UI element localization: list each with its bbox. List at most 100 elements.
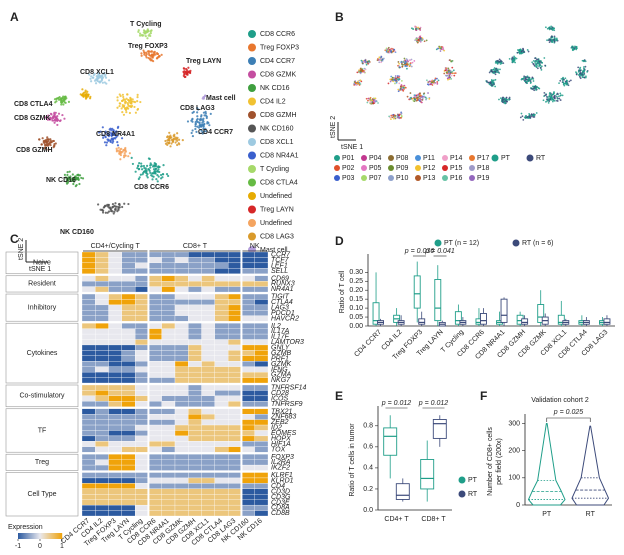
cell-dot (202, 125, 205, 128)
cell-dot (448, 59, 451, 61)
heat-cell (121, 454, 136, 460)
cell-dot (370, 99, 373, 101)
legend-marker (334, 175, 340, 181)
heat-cell (148, 275, 162, 282)
cell-dot (583, 66, 585, 68)
cell-dot (49, 143, 52, 147)
heat-cell (227, 366, 242, 373)
heat-cell (134, 361, 149, 367)
heat-cell (188, 323, 202, 329)
heat-cell (188, 390, 202, 397)
heat-cell (81, 435, 96, 442)
heat-cell (134, 275, 149, 282)
heat-cell (148, 333, 162, 340)
legend-label: P03 (342, 175, 355, 182)
cell-dot (124, 108, 128, 112)
cell-dot (555, 95, 558, 98)
cell-dot (101, 209, 104, 212)
cell-dot (48, 118, 51, 121)
cell-dot (152, 60, 155, 63)
cell-dot (68, 170, 71, 173)
cell-dot (532, 87, 535, 90)
gene-label: CD3D (271, 488, 290, 495)
heat-cell (134, 286, 149, 293)
cell-dot (419, 35, 421, 38)
heat-cell (254, 499, 269, 506)
cell-dot (144, 32, 147, 35)
heat-cell (254, 275, 269, 282)
heat-cell (81, 441, 96, 447)
heat-cell (161, 419, 176, 426)
heat-cell (134, 477, 149, 484)
heat-cell (174, 366, 189, 373)
heat-cell (108, 488, 123, 495)
heat-cell (148, 268, 162, 274)
heat-cell (95, 293, 109, 300)
heat-cell (214, 454, 229, 460)
cell-dot (453, 74, 456, 77)
heat-cell (121, 339, 136, 346)
heat-cell (121, 366, 136, 373)
legend-marker (415, 175, 421, 181)
cell-dot (137, 29, 140, 32)
cell-dot (526, 115, 529, 118)
cell-dot (101, 126, 104, 129)
cell-dot (421, 39, 424, 42)
heat-cell (174, 477, 189, 484)
heat-cell (81, 275, 96, 282)
cell-dot (169, 145, 172, 148)
cell-dot (40, 143, 43, 146)
cell-dot (86, 90, 89, 93)
row-group-label: Co-stimulatory (19, 393, 65, 400)
cell-dot (437, 47, 439, 50)
heat-cell (108, 328, 123, 335)
cell-dot (360, 68, 363, 71)
heat-cell (81, 499, 96, 506)
cell-dot (116, 106, 119, 109)
cell-dot (412, 28, 415, 31)
colorbar-step (22, 533, 24, 539)
heat-cell (81, 361, 96, 367)
cell-dot (448, 74, 451, 77)
colorbar-step (36, 533, 38, 539)
cell-dot (386, 49, 389, 52)
cell-dot (546, 98, 548, 101)
cell-dot (419, 37, 422, 40)
heat-cell (227, 454, 242, 460)
heat-cell (201, 328, 216, 335)
cell-dot (43, 143, 47, 147)
cell-dot (419, 92, 421, 95)
cell-dot (46, 118, 50, 121)
heat-cell (108, 499, 123, 506)
heat-cell (148, 477, 162, 484)
gene-label: CD3G (271, 494, 291, 501)
cell-dot (47, 148, 50, 151)
heat-cell (95, 262, 109, 269)
heat-cell (81, 510, 96, 517)
heat-cell (241, 355, 255, 362)
cell-dot (527, 50, 530, 53)
cell-dot (529, 80, 532, 83)
cell-dot (147, 157, 151, 160)
heat-cell (108, 464, 123, 471)
cell-dot (97, 76, 100, 80)
heat-cell (241, 361, 255, 367)
colorbar-step (31, 533, 33, 539)
heat-cell (108, 377, 123, 384)
colorbar-step (55, 533, 57, 539)
heat-cell (95, 299, 109, 306)
heat-cell (227, 446, 242, 453)
cell-dot (579, 77, 582, 80)
heat-cell (134, 251, 149, 258)
cell-dot (99, 130, 102, 133)
cell-dot (197, 108, 200, 111)
heat-cell (241, 323, 255, 329)
heat-cell (227, 430, 242, 437)
cell-dot (53, 143, 56, 146)
cell-dot (111, 141, 114, 144)
heat-cell (227, 361, 242, 367)
cell-dot (123, 152, 126, 155)
heat-cell (201, 333, 216, 340)
heat-cell (227, 441, 242, 447)
cell-dot (162, 173, 165, 176)
